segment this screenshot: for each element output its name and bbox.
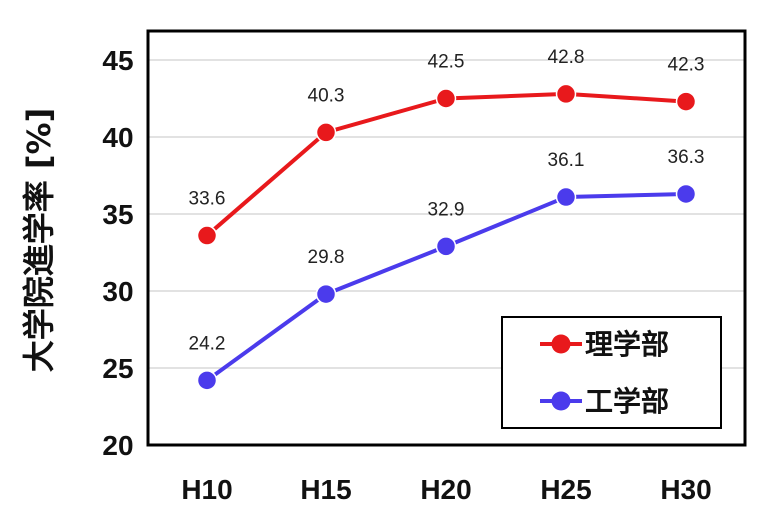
data-label: 42.3 (668, 55, 705, 76)
data-label: 40.3 (308, 85, 345, 106)
y-tick-label: 40 (102, 122, 133, 153)
data-point (196, 225, 218, 246)
y-tick-label: 25 (102, 353, 133, 384)
y-tick-label: 35 (102, 199, 133, 230)
data-label: 33.6 (189, 189, 226, 210)
data-label: 32.9 (428, 199, 465, 220)
data-point (555, 186, 577, 208)
y-axis-label: 大学院進学率 [%] (20, 108, 58, 372)
data-label: 36.3 (668, 147, 705, 168)
data-label: 42.8 (548, 47, 585, 68)
data-point (315, 283, 337, 305)
y-tick-label: 45 (102, 45, 133, 76)
legend-box (501, 316, 722, 429)
legend-label: 理学部 (585, 328, 669, 361)
data-labels: 33.6 40.3 42.5 42.8 42.3 24.2 29.8 32.9 36.1 36.3 (189, 47, 705, 354)
plot-frame (146, 29, 747, 447)
data-label: 42.5 (428, 52, 465, 73)
legend-label: 工学部 (585, 385, 669, 418)
legend-marker (551, 334, 571, 354)
data-point (675, 183, 697, 205)
data-point (555, 83, 577, 105)
y-tick-label: 30 (102, 276, 133, 307)
x-tick-label: H10 (181, 474, 232, 505)
data-label: 36.1 (548, 150, 585, 171)
data-label: 24.2 (189, 333, 226, 354)
x-tick-label: H25 (540, 474, 591, 505)
data-label: 29.8 (308, 247, 345, 268)
x-tick-label: H15 (300, 474, 351, 505)
legend-marker (551, 391, 571, 411)
y-axis-ticks: 20 25 30 35 40 45 (102, 45, 133, 461)
x-tick-label: H30 (660, 474, 711, 505)
x-tick-label: H20 (420, 474, 471, 505)
x-axis-ticks: H10 H15 H20 H25 H30 (181, 474, 711, 505)
series-group (196, 83, 697, 391)
data-point (435, 88, 457, 109)
data-point (196, 370, 218, 391)
data-point (675, 91, 697, 112)
data-point (315, 122, 337, 143)
y-tick-label: 20 (102, 430, 133, 461)
data-point (435, 236, 457, 257)
